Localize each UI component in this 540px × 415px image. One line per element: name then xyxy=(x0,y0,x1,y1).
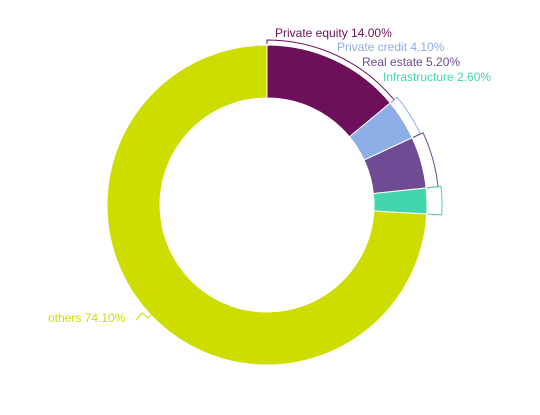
label-brackets-group xyxy=(135,39,443,321)
label-bracket-infrastructure xyxy=(427,185,443,216)
data-label-infrastructure: Infrastructure 2.60% xyxy=(383,70,491,84)
data-label-private-equity: Private equity 14.00% xyxy=(275,26,392,40)
data-labels-group: Private equity 14.00%Private credit 4.10… xyxy=(48,26,491,325)
label-bracket-private-equity xyxy=(266,39,395,103)
slices-group xyxy=(106,44,428,366)
data-label-private-credit: Private credit 4.10% xyxy=(337,40,445,54)
data-label-real-estate: Real estate 5.20% xyxy=(362,55,460,69)
slice-others[interactable] xyxy=(106,44,428,366)
label-leader-others xyxy=(135,311,155,321)
data-label-others: others 74.10% xyxy=(48,311,126,325)
